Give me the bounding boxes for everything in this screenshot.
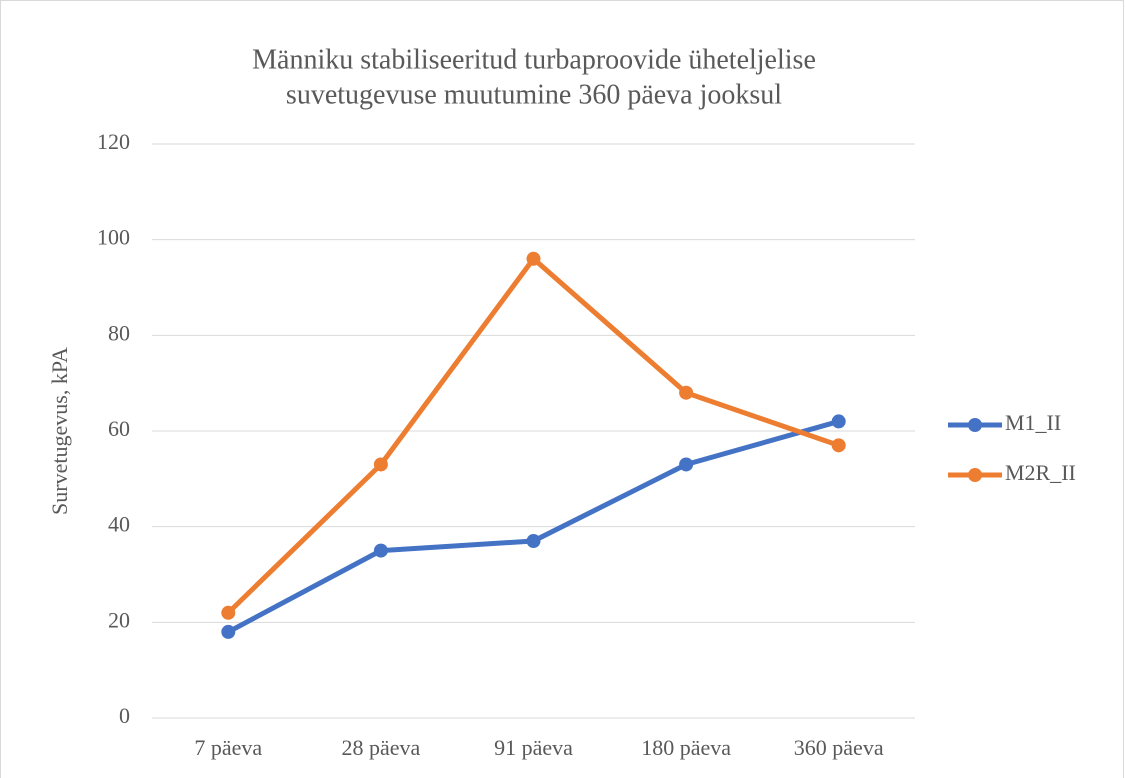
data-point — [679, 457, 694, 472]
x-tick-label: 360 päeva — [794, 735, 884, 760]
x-tick-label: 180 päeva — [641, 735, 731, 760]
y-tick-label: 100 — [97, 225, 130, 250]
chart-title: suvetugevuse muutumine 360 päeva jooksul — [286, 79, 782, 110]
legend-marker — [968, 468, 982, 482]
y-tick-label: 40 — [108, 512, 130, 537]
chart-title: Männiku stabiliseeritud turbaproovide üh… — [252, 44, 816, 75]
data-point — [221, 624, 236, 639]
x-tick-label: 28 päeva — [342, 735, 421, 760]
y-tick-label: 20 — [108, 607, 130, 632]
y-tick-label: 80 — [108, 320, 130, 345]
y-tick-label: 60 — [108, 416, 130, 441]
legend-marker — [968, 418, 982, 432]
y-axis-label: Survetugevus, kPA — [47, 347, 72, 515]
data-point — [373, 457, 388, 472]
legend-label: M1_II — [1005, 410, 1061, 435]
data-point — [679, 385, 694, 400]
legend-label: M2R_II — [1005, 460, 1076, 485]
data-point — [373, 543, 388, 558]
x-tick-label: 7 päeva — [194, 735, 262, 760]
data-point — [831, 438, 846, 453]
y-tick-label: 120 — [97, 129, 130, 154]
y-tick-label: 0 — [119, 703, 130, 728]
data-point — [526, 534, 541, 549]
data-point — [221, 605, 236, 620]
x-tick-label: 91 päeva — [494, 735, 573, 760]
data-point — [526, 251, 541, 266]
data-point — [831, 414, 846, 429]
